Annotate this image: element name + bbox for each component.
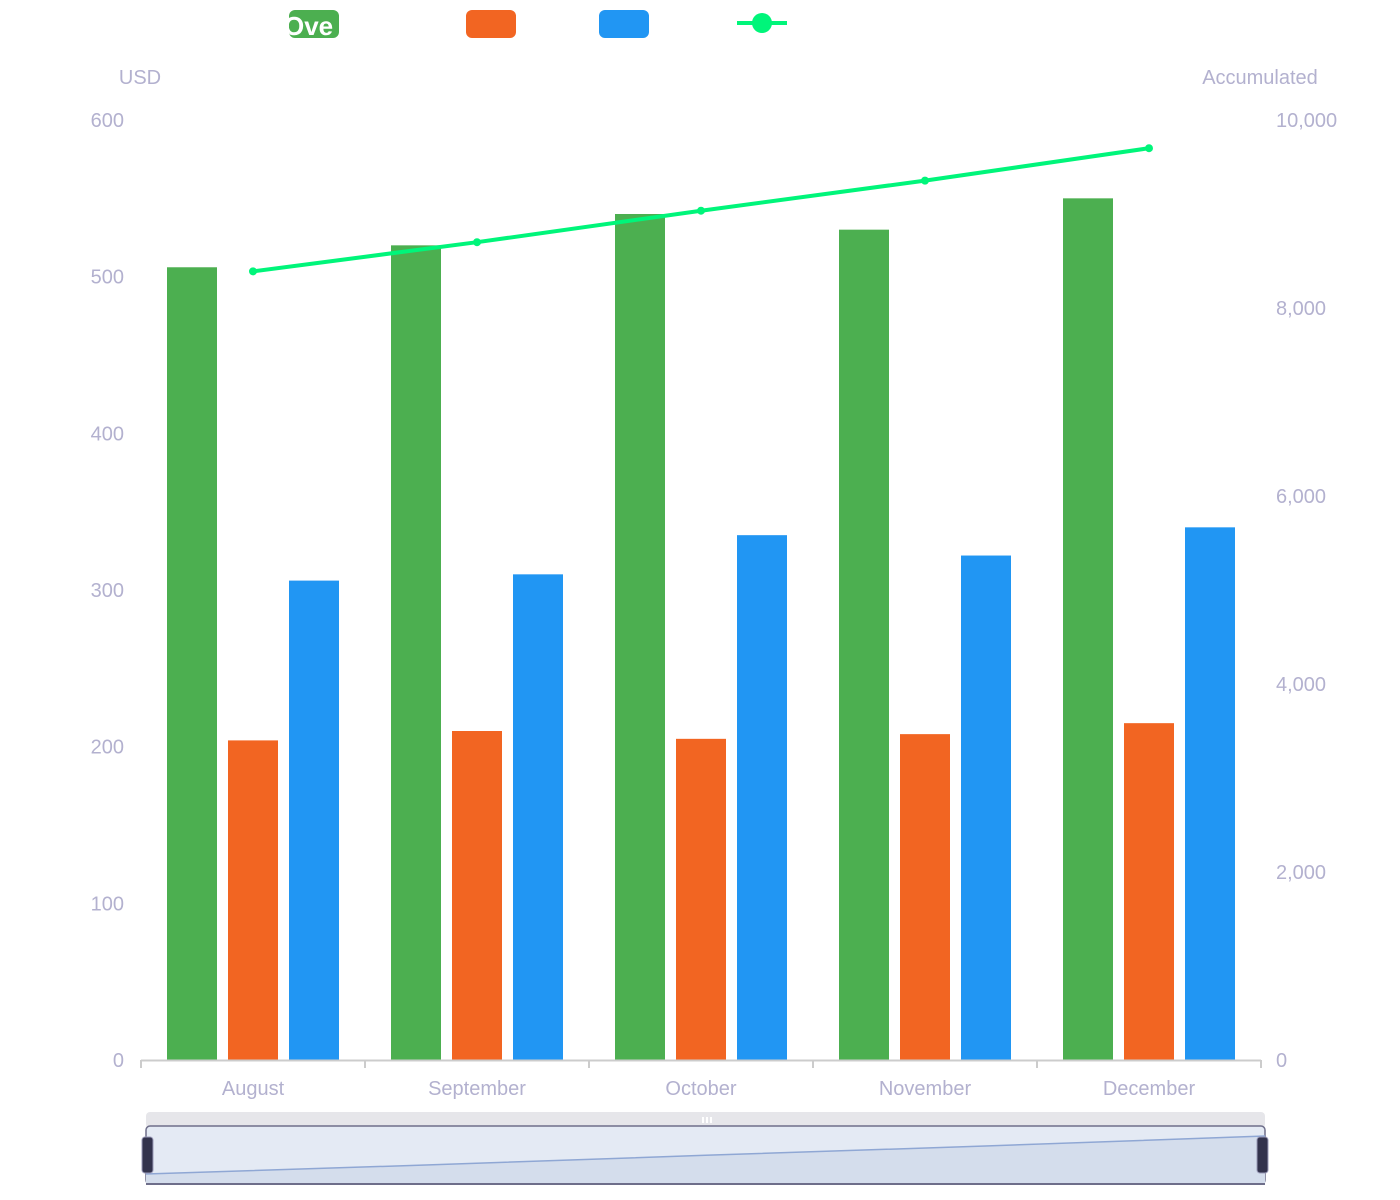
x-tick-label: October: [665, 1078, 736, 1100]
bar-1-december[interactable]: [1124, 723, 1174, 1060]
bar-1-august[interactable]: [228, 740, 278, 1060]
data-zoom-grip-icon[interactable]: [706, 1117, 708, 1123]
bar-2-october[interactable]: [737, 535, 787, 1060]
line-point-october[interactable]: [697, 206, 705, 215]
y-right-tick-label: 10,000: [1276, 110, 1337, 132]
bar-series: [167, 198, 1235, 1061]
x-tick-label: November: [879, 1078, 972, 1100]
data-zoom-handle-left[interactable]: [141, 1136, 154, 1174]
y-left-tick-label: 200: [91, 737, 124, 759]
y-right-tick-label: 4,000: [1276, 674, 1326, 696]
bar-1-september[interactable]: [452, 731, 502, 1060]
data-zoom-slider[interactable]: [141, 1112, 1269, 1185]
legend-label: Ove: [284, 11, 333, 41]
bar-2-december[interactable]: [1185, 527, 1235, 1060]
data-zoom-preview-line: [145, 1135, 1266, 1175]
data-zoom-grip-icon[interactable]: [710, 1117, 712, 1123]
line-series: [249, 144, 1153, 276]
legend-swatch: [466, 10, 516, 38]
line-point-november[interactable]: [921, 176, 929, 185]
y-left-tick-label: 400: [91, 423, 124, 445]
legend: Ove: [284, 10, 787, 41]
bar-2-september[interactable]: [513, 574, 563, 1060]
bar-0-november[interactable]: [839, 229, 889, 1060]
legend-item-1[interactable]: [466, 10, 516, 38]
data-zoom-preview-area: [146, 1136, 1265, 1184]
line-point-august[interactable]: [249, 267, 257, 276]
legend-item-0[interactable]: Ove: [284, 10, 339, 41]
legend-circle-swatch: [752, 13, 772, 33]
x-tick-label: December: [1103, 1078, 1196, 1100]
bar-1-november[interactable]: [900, 734, 950, 1060]
bar-0-october[interactable]: [615, 214, 665, 1060]
data-zoom-track: [146, 1112, 1265, 1128]
bar-2-august[interactable]: [289, 580, 339, 1060]
bar-0-september[interactable]: [391, 245, 441, 1061]
line-point-december[interactable]: [1145, 144, 1153, 153]
legend-swatch: [599, 10, 649, 38]
legend-swatch: [289, 10, 339, 38]
y-axis-right-title: Accumulated: [1202, 67, 1318, 89]
bar-2-november[interactable]: [961, 555, 1011, 1060]
data-zoom-handle-right[interactable]: [1256, 1136, 1269, 1174]
bar-0-december[interactable]: [1063, 198, 1113, 1061]
legend-item-3[interactable]: [737, 13, 787, 33]
y-left-tick-label: 100: [91, 893, 124, 915]
y-left-tick-label: 500: [91, 267, 124, 289]
legend-item-2[interactable]: [599, 10, 649, 38]
y-left-tick-label: 600: [91, 110, 124, 132]
x-tick-label: September: [428, 1078, 526, 1100]
data-zoom-grip-icon[interactable]: [702, 1117, 704, 1123]
y-right-tick-label: 2,000: [1276, 862, 1326, 884]
bar-1-october[interactable]: [676, 738, 726, 1060]
y-left-tick-label: 300: [91, 580, 124, 602]
x-tick-label: August: [222, 1078, 285, 1100]
y-axis-left-title: USD: [119, 67, 161, 89]
y-right-tick-label: 8,000: [1276, 298, 1326, 320]
bar-0-august[interactable]: [167, 267, 217, 1060]
line-point-september[interactable]: [473, 238, 481, 247]
y-right-tick-label: 0: [1276, 1050, 1287, 1072]
y-axis-left: 0 100 200 300 400 500 600: [91, 110, 124, 1072]
y-axis-right: 0 2,000 4,000 6,000 8,000 10,000: [1276, 110, 1337, 1072]
y-right-tick-label: 6,000: [1276, 486, 1326, 508]
x-axis: August September October November December: [140, 1059, 1262, 1100]
y-left-tick-label: 0: [113, 1050, 124, 1072]
